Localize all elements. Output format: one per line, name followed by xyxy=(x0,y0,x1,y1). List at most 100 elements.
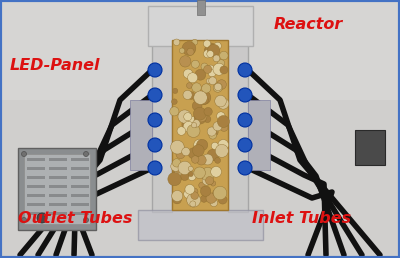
Circle shape xyxy=(238,63,252,77)
Bar xyxy=(27,212,45,214)
Bar xyxy=(130,100,152,170)
Circle shape xyxy=(194,167,206,179)
Circle shape xyxy=(172,159,181,167)
Circle shape xyxy=(174,170,183,178)
Circle shape xyxy=(191,123,197,128)
Circle shape xyxy=(199,182,205,188)
Circle shape xyxy=(210,181,216,186)
Circle shape xyxy=(206,176,214,185)
Circle shape xyxy=(148,113,162,127)
Circle shape xyxy=(213,122,222,131)
Circle shape xyxy=(188,73,198,83)
Circle shape xyxy=(204,108,212,116)
Bar xyxy=(71,158,89,160)
Circle shape xyxy=(195,169,201,175)
Circle shape xyxy=(206,78,212,84)
Bar xyxy=(71,185,89,188)
Bar xyxy=(49,158,67,160)
Circle shape xyxy=(208,69,216,77)
Circle shape xyxy=(184,190,192,198)
Circle shape xyxy=(201,167,214,181)
Circle shape xyxy=(194,91,207,104)
Circle shape xyxy=(209,131,217,139)
Circle shape xyxy=(148,138,162,152)
Circle shape xyxy=(173,39,180,46)
Circle shape xyxy=(191,60,199,68)
Circle shape xyxy=(238,88,252,102)
Circle shape xyxy=(211,130,218,136)
Bar xyxy=(197,0,205,15)
Bar xyxy=(27,185,45,188)
Circle shape xyxy=(220,124,228,131)
Circle shape xyxy=(179,48,185,53)
Circle shape xyxy=(192,156,199,163)
Circle shape xyxy=(220,66,228,74)
Circle shape xyxy=(193,197,200,203)
Circle shape xyxy=(175,143,182,150)
Circle shape xyxy=(183,90,192,100)
Text: Reactor: Reactor xyxy=(274,17,343,32)
Circle shape xyxy=(207,127,216,136)
Circle shape xyxy=(173,195,182,204)
Circle shape xyxy=(194,112,206,124)
Circle shape xyxy=(238,138,252,152)
Bar xyxy=(228,12,248,212)
Circle shape xyxy=(177,127,186,135)
Circle shape xyxy=(204,47,212,55)
Circle shape xyxy=(184,113,192,121)
Circle shape xyxy=(148,88,162,102)
Circle shape xyxy=(217,112,225,120)
Bar xyxy=(27,158,45,160)
Bar xyxy=(27,194,45,197)
Bar xyxy=(172,40,228,210)
Bar xyxy=(71,176,89,179)
Text: Outlet Tubes: Outlet Tubes xyxy=(18,211,132,226)
Circle shape xyxy=(191,192,198,199)
Bar xyxy=(49,194,67,197)
Circle shape xyxy=(210,199,218,207)
Circle shape xyxy=(178,110,191,123)
Circle shape xyxy=(84,151,88,157)
Circle shape xyxy=(213,186,227,200)
Circle shape xyxy=(196,111,207,122)
Circle shape xyxy=(171,161,181,171)
Circle shape xyxy=(180,56,191,67)
Circle shape xyxy=(213,55,220,62)
Circle shape xyxy=(201,63,208,70)
Circle shape xyxy=(193,93,202,103)
Bar xyxy=(71,203,89,206)
Circle shape xyxy=(206,193,216,203)
Circle shape xyxy=(182,119,193,130)
Circle shape xyxy=(188,172,193,177)
Bar xyxy=(152,12,172,212)
Circle shape xyxy=(204,40,211,47)
Circle shape xyxy=(182,148,190,156)
Bar xyxy=(355,130,385,165)
Circle shape xyxy=(170,107,179,116)
Circle shape xyxy=(188,117,197,125)
Circle shape xyxy=(195,69,206,80)
Circle shape xyxy=(37,213,47,223)
Circle shape xyxy=(211,166,222,177)
Bar xyxy=(248,100,270,170)
Text: Inlet Tubes: Inlet Tubes xyxy=(252,211,351,226)
Circle shape xyxy=(196,139,208,151)
Circle shape xyxy=(211,142,218,149)
Circle shape xyxy=(215,95,226,107)
Bar xyxy=(27,176,45,179)
Circle shape xyxy=(185,184,195,194)
Circle shape xyxy=(213,190,219,196)
Circle shape xyxy=(22,151,26,157)
Circle shape xyxy=(205,43,217,55)
Circle shape xyxy=(22,217,26,222)
Circle shape xyxy=(207,149,219,161)
Bar xyxy=(49,167,67,170)
Circle shape xyxy=(191,188,198,195)
Circle shape xyxy=(190,201,196,207)
Circle shape xyxy=(178,161,192,175)
Circle shape xyxy=(84,217,88,222)
Circle shape xyxy=(202,154,213,165)
Circle shape xyxy=(192,145,204,156)
Circle shape xyxy=(187,48,194,55)
Circle shape xyxy=(208,65,214,72)
